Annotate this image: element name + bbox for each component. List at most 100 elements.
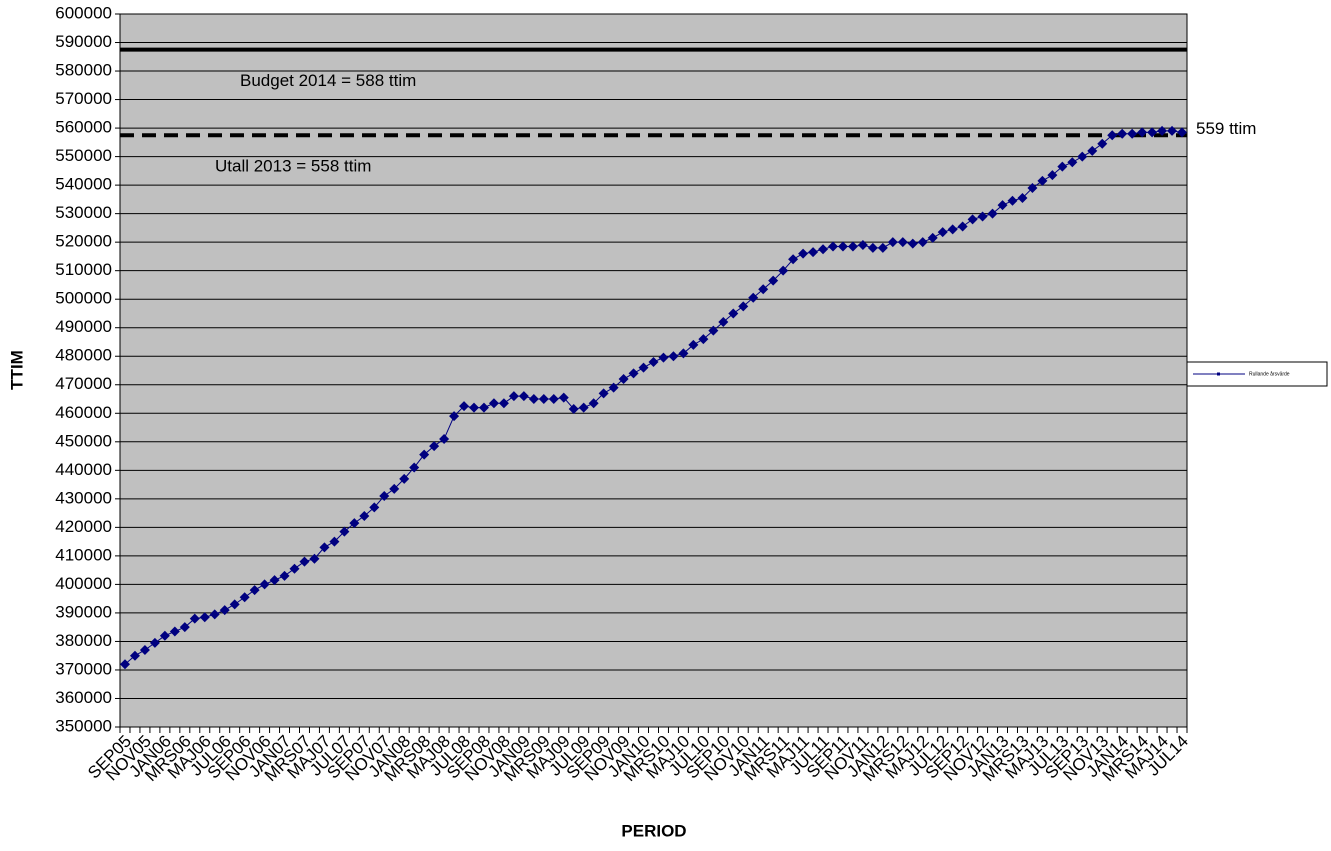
data-point bbox=[199, 612, 210, 623]
y-tick-label: 380000 bbox=[55, 631, 112, 650]
data-point bbox=[149, 637, 160, 648]
data-point bbox=[887, 237, 898, 248]
data-point bbox=[1087, 145, 1098, 156]
data-point bbox=[857, 240, 868, 251]
data-point bbox=[469, 402, 480, 413]
data-point bbox=[259, 579, 270, 590]
data-point bbox=[139, 644, 150, 655]
data-point bbox=[877, 242, 888, 253]
data-point bbox=[977, 211, 988, 222]
data-point bbox=[568, 404, 579, 415]
data-point bbox=[768, 275, 779, 286]
x-axis-label: PERIOD bbox=[621, 821, 686, 840]
data-point bbox=[219, 605, 230, 616]
data-point bbox=[369, 502, 380, 513]
data-point bbox=[947, 224, 958, 235]
y-tick-label: 360000 bbox=[55, 688, 112, 707]
data-point bbox=[289, 563, 300, 574]
data-point bbox=[558, 392, 569, 403]
y-tick-label: 470000 bbox=[55, 374, 112, 393]
data-point bbox=[1107, 130, 1118, 141]
data-point bbox=[818, 244, 829, 255]
data-point bbox=[379, 490, 390, 501]
data-point bbox=[209, 609, 220, 620]
data-point bbox=[788, 254, 799, 265]
data-point bbox=[299, 556, 310, 567]
data-point bbox=[668, 351, 679, 362]
data-point bbox=[229, 599, 240, 610]
data-point bbox=[309, 553, 320, 564]
data-point bbox=[708, 325, 719, 336]
data-point bbox=[548, 394, 559, 405]
data-point bbox=[718, 317, 729, 328]
y-tick-label: 440000 bbox=[55, 460, 112, 479]
data-point bbox=[588, 398, 599, 409]
y-tick-label: 600000 bbox=[55, 3, 112, 22]
data-point bbox=[738, 301, 749, 312]
y-tick-label: 350000 bbox=[55, 716, 112, 735]
data-point bbox=[638, 362, 649, 373]
data-point bbox=[159, 630, 170, 641]
data-point bbox=[1007, 195, 1018, 206]
data-point bbox=[598, 388, 609, 399]
data-point bbox=[419, 449, 430, 460]
legend-marker bbox=[1217, 372, 1220, 376]
data-point bbox=[808, 247, 819, 258]
data-point bbox=[249, 585, 260, 596]
y-tick-label: 490000 bbox=[55, 317, 112, 336]
data-point bbox=[1027, 182, 1038, 193]
data-point bbox=[498, 398, 509, 409]
data-point bbox=[518, 391, 529, 402]
data-point bbox=[907, 238, 918, 249]
data-point bbox=[1137, 127, 1148, 138]
data-point bbox=[119, 659, 130, 670]
data-point bbox=[449, 411, 460, 422]
reference-label: Utall 2013 = 558 ttim bbox=[215, 157, 371, 176]
data-point bbox=[967, 214, 978, 225]
data-point bbox=[1147, 127, 1158, 138]
data-point bbox=[778, 265, 789, 276]
data-point bbox=[997, 200, 1008, 211]
y-tick-label: 580000 bbox=[55, 61, 112, 80]
data-point bbox=[129, 650, 140, 661]
data-point bbox=[319, 542, 330, 553]
data-point bbox=[1097, 138, 1108, 149]
y-tick-label: 590000 bbox=[55, 32, 112, 51]
y-tick-label: 420000 bbox=[55, 517, 112, 536]
data-point bbox=[658, 352, 669, 363]
data-point bbox=[937, 227, 948, 238]
data-point bbox=[987, 208, 998, 219]
data-point bbox=[1157, 125, 1168, 136]
y-tick-label: 520000 bbox=[55, 232, 112, 251]
data-point bbox=[1127, 128, 1138, 139]
data-point bbox=[538, 394, 549, 405]
y-tick-label: 400000 bbox=[55, 574, 112, 593]
data-point bbox=[648, 356, 659, 367]
data-point bbox=[957, 221, 968, 232]
data-point bbox=[798, 248, 809, 259]
data-point bbox=[917, 237, 928, 248]
data-point bbox=[488, 398, 499, 409]
data-point bbox=[508, 391, 519, 402]
data-point bbox=[678, 348, 689, 359]
y-tick-label: 530000 bbox=[55, 203, 112, 222]
y-tick-label: 550000 bbox=[55, 146, 112, 165]
y-tick-label: 560000 bbox=[55, 118, 112, 137]
y-tick-label: 450000 bbox=[55, 431, 112, 450]
data-point bbox=[608, 382, 619, 393]
data-point bbox=[429, 441, 440, 452]
data-point bbox=[528, 394, 539, 405]
data-point bbox=[1177, 127, 1188, 138]
y-tick-label: 510000 bbox=[55, 260, 112, 279]
data-point bbox=[1017, 192, 1028, 203]
y-tick-label: 460000 bbox=[55, 403, 112, 422]
y-tick-label: 390000 bbox=[55, 602, 112, 621]
data-point bbox=[169, 626, 180, 637]
data-point bbox=[409, 462, 420, 473]
data-point bbox=[1117, 128, 1128, 139]
data-point bbox=[478, 402, 489, 413]
data-point bbox=[279, 570, 290, 581]
data-point bbox=[578, 402, 589, 413]
